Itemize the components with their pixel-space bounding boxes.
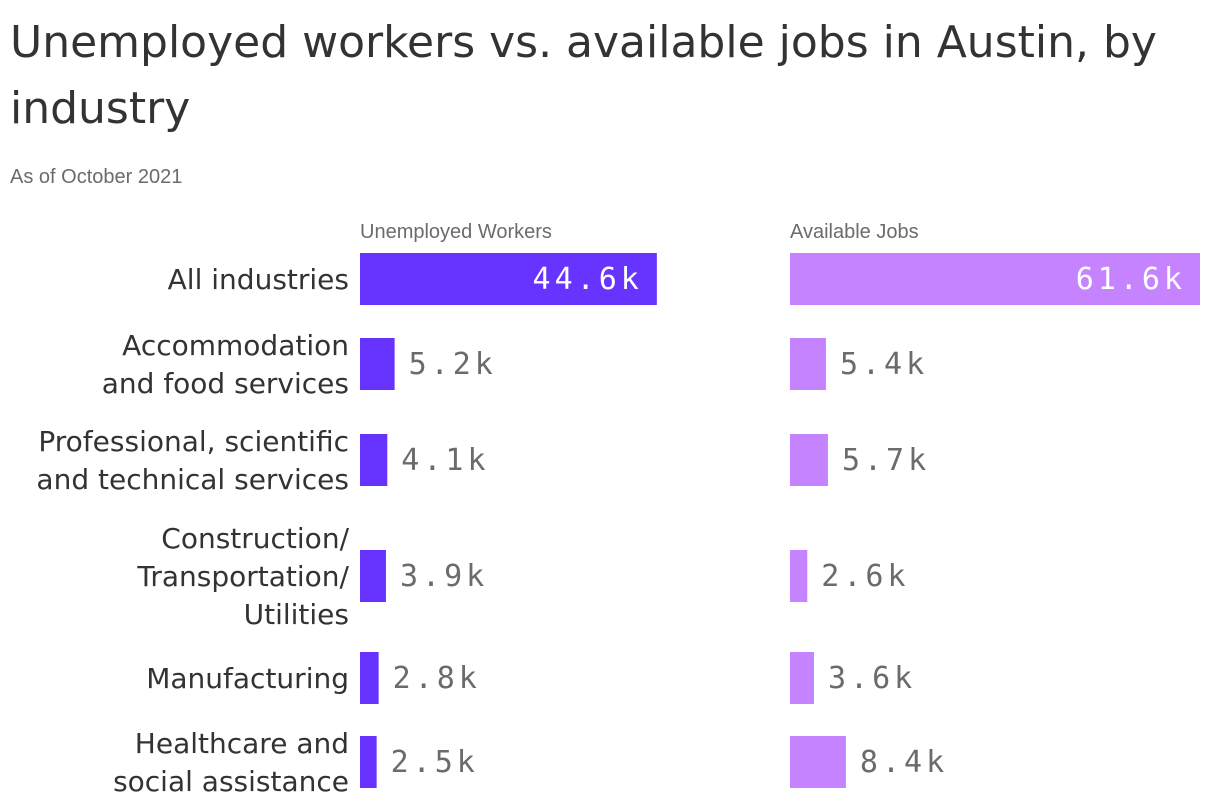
unemployed-bar bbox=[360, 736, 377, 788]
data-label: 5.2k bbox=[409, 347, 497, 382]
jobs-bar bbox=[790, 652, 814, 704]
jobs-bar bbox=[790, 736, 846, 788]
chart-row: All industries 44.6k 61.6k bbox=[168, 253, 1200, 305]
data-label: 5.4k bbox=[840, 347, 928, 382]
chart-title: Unemployed workers vs. available jobs in… bbox=[10, 17, 1157, 134]
chart-subtitle: As of October 2021 bbox=[10, 166, 183, 188]
category-label: Professional, scientific and technical se… bbox=[36, 425, 349, 496]
chart-row: Professional, scientific and technical se… bbox=[36, 425, 930, 496]
data-label: 2.8k bbox=[393, 661, 481, 696]
unemployed-bar bbox=[360, 434, 388, 486]
data-label: 2.5k bbox=[391, 745, 479, 780]
data-label: 61.6k bbox=[1076, 262, 1186, 297]
data-label: 3.9k bbox=[400, 559, 488, 594]
unemployed-bar bbox=[360, 338, 395, 390]
category-label: Manufacturing bbox=[146, 662, 349, 695]
data-label: 4.1k bbox=[401, 443, 489, 478]
category-label: Construction/Transportation/Utilities bbox=[136, 522, 349, 631]
category-label: Accommodation and food services bbox=[102, 329, 349, 400]
chart-rows: All industries 44.6k 61.6k Accommodation and… bbox=[36, 253, 1200, 798]
data-label: 44.6k bbox=[533, 262, 643, 297]
jobs-bar bbox=[790, 434, 828, 486]
jobs-bar bbox=[790, 550, 808, 602]
series-header-1: Available Jobs bbox=[790, 221, 919, 243]
unemployed-bar bbox=[360, 652, 379, 704]
data-label: 8.4k bbox=[860, 745, 948, 780]
data-label: 5.7k bbox=[842, 443, 930, 478]
chart-row: Construction/Transportation/Utilities 3.9… bbox=[136, 522, 909, 631]
jobs-bar bbox=[790, 253, 1200, 305]
category-label: Healthcare and social assistance bbox=[113, 727, 349, 798]
panel-headers: Unemployed Workers Available Jobs bbox=[360, 221, 919, 243]
chart-row: Manufacturing 2.8k 3.6k bbox=[146, 652, 916, 704]
unemployed-bar bbox=[360, 550, 386, 602]
jobs-bar bbox=[790, 338, 826, 390]
unemployed-bar bbox=[360, 253, 657, 305]
category-label: All industries bbox=[168, 263, 349, 296]
series-header-0: Unemployed Workers bbox=[360, 221, 552, 243]
data-label: 3.6k bbox=[828, 661, 916, 696]
chart-row: Accommodation and food services 5.2k 5.4k bbox=[102, 329, 928, 400]
data-label: 2.6k bbox=[821, 559, 909, 594]
chart-row: Healthcare and social assistance 2.5k 8.4k bbox=[113, 727, 948, 798]
